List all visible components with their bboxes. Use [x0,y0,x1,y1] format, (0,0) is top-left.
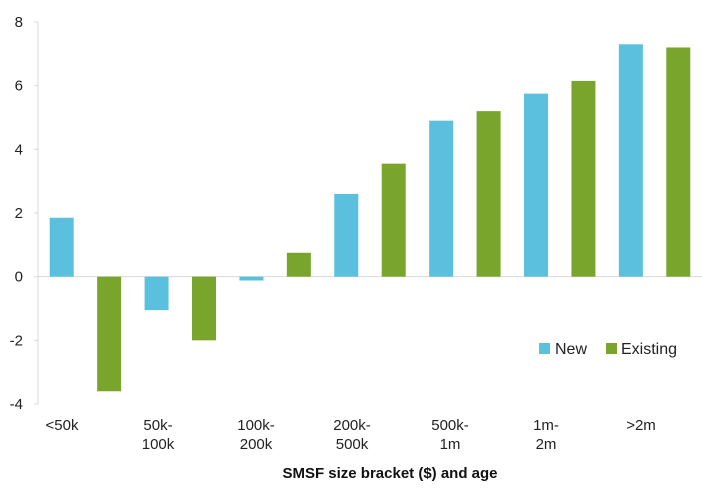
y-tick-label: 6 [15,78,23,95]
bar-new [49,217,74,277]
bar-new [429,120,454,277]
legend-label-existing: Existing [621,341,677,358]
y-tick-label: -4 [10,396,23,413]
y-tick-label: -2 [10,332,23,349]
x-tick-label: 1m-2m [533,417,559,453]
bar-existing [192,276,216,341]
y-tick-label: 0 [15,269,23,286]
y-tick-label: 4 [15,141,23,158]
x-tick-label: 500k-1m [431,417,469,453]
x-tick-label: 50k-100k [142,417,175,453]
bar-new [239,276,264,281]
x-tick-label: <50k [46,417,79,434]
bar-new [144,276,169,311]
x-tick-label: 100k-200k [237,417,275,453]
legend-swatch-existing [606,343,617,354]
bar-existing [381,163,406,277]
bar-existing [476,111,501,277]
bar-existing [571,80,596,277]
bar-existing [286,252,311,277]
x-tick-label: >2m [626,417,656,434]
bar-existing [666,47,691,277]
legend-swatch-new [539,343,550,354]
y-tick-label: 2 [15,205,23,222]
bar-new [334,193,359,277]
legend: New Existing [539,341,677,358]
y-tick-label: 8 [15,14,23,31]
x-axis-title: SMSF size bracket ($) and age [282,465,497,482]
y-axis: -4 -2 0 2 4 6 8 [10,14,39,413]
x-tick-label: 200k-500k [333,417,371,453]
bars-group [49,44,691,392]
bar-new [524,93,548,277]
x-axis: <50k 50k-100k 100k-200k 200k-500k 500k-1m 1m-… [46,417,656,453]
legend-label-new: New [555,341,587,358]
bar-new [618,44,643,277]
bar-existing [97,276,122,392]
